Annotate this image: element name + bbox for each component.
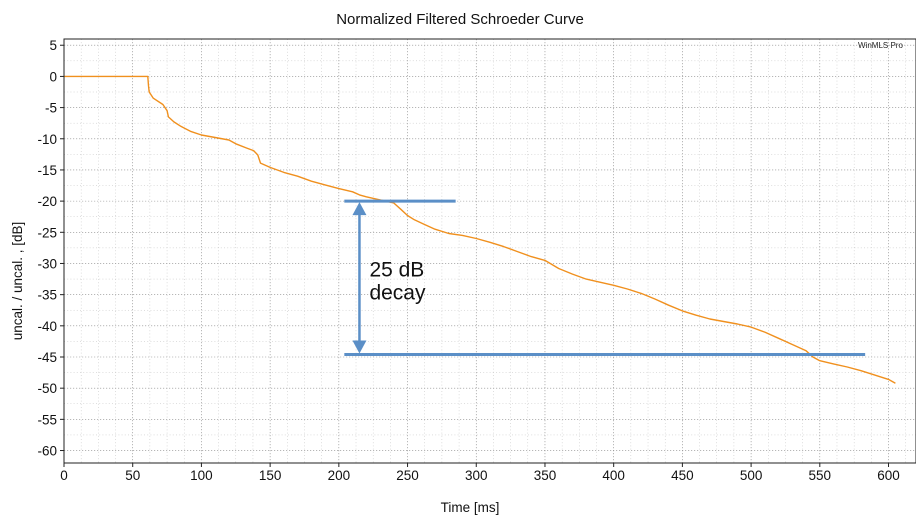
watermark-label: WinMLS Pro [858,41,903,50]
y-tick-label: -5 [45,101,57,116]
x-tick-label: 50 [125,468,140,483]
x-tick-label: 450 [671,468,694,483]
x-tick-label: 550 [809,468,832,483]
y-tick-label: -30 [37,256,57,271]
x-tick-labels: 0 50 100 150 200 250 300 350 400 450 500 550 600 [60,463,900,483]
y-tick-label: -45 [37,350,57,365]
chart-title: Normalized Filtered Schroeder Curve [336,11,584,28]
schroeder-decay-line [64,75,896,384]
x-tick-label: 250 [396,468,419,483]
y-tick-label: -50 [37,381,57,396]
x-tick-label: 300 [465,468,488,483]
y-tick-label: -25 [37,225,57,240]
y-tick-label: -10 [37,132,57,147]
x-tick-label: 0 [60,468,68,483]
decay-arrow-head-up [352,202,367,216]
x-tick-label: 500 [740,468,763,483]
y-tick-label: -40 [37,319,57,334]
y-tick-label: 0 [49,69,57,84]
x-tick-label: 200 [328,468,351,483]
plot-frame [63,38,916,464]
x-tick-label: 600 [877,468,900,483]
decay-label-line1: 25 dB [369,259,424,282]
x-tick-label: 400 [602,468,625,483]
y-tick-labels: 5 0 -5 -10 -15 -20 -25 -30 -35 -40 -45 -50 -55 -60 [37,38,64,459]
x-tick-label: 150 [259,468,282,483]
decay-label-line2: decay [369,282,426,305]
y-tick-label: -20 [37,194,57,209]
series-layer [64,75,896,384]
y-tick-label: -55 [37,412,57,427]
x-tick-label: 100 [190,468,213,483]
y-tick-label: -15 [37,163,57,178]
x-axis-label: Time [ms] [441,500,500,515]
grid [63,39,916,463]
y-axis-label: uncal. / uncal. , [dB] [10,222,25,341]
decay-arrow-head-down [352,340,367,354]
x-tick-label: 350 [534,468,557,483]
y-tick-label: -60 [37,444,57,459]
y-tick-label: 5 [49,38,57,53]
y-tick-label: -35 [37,288,57,303]
